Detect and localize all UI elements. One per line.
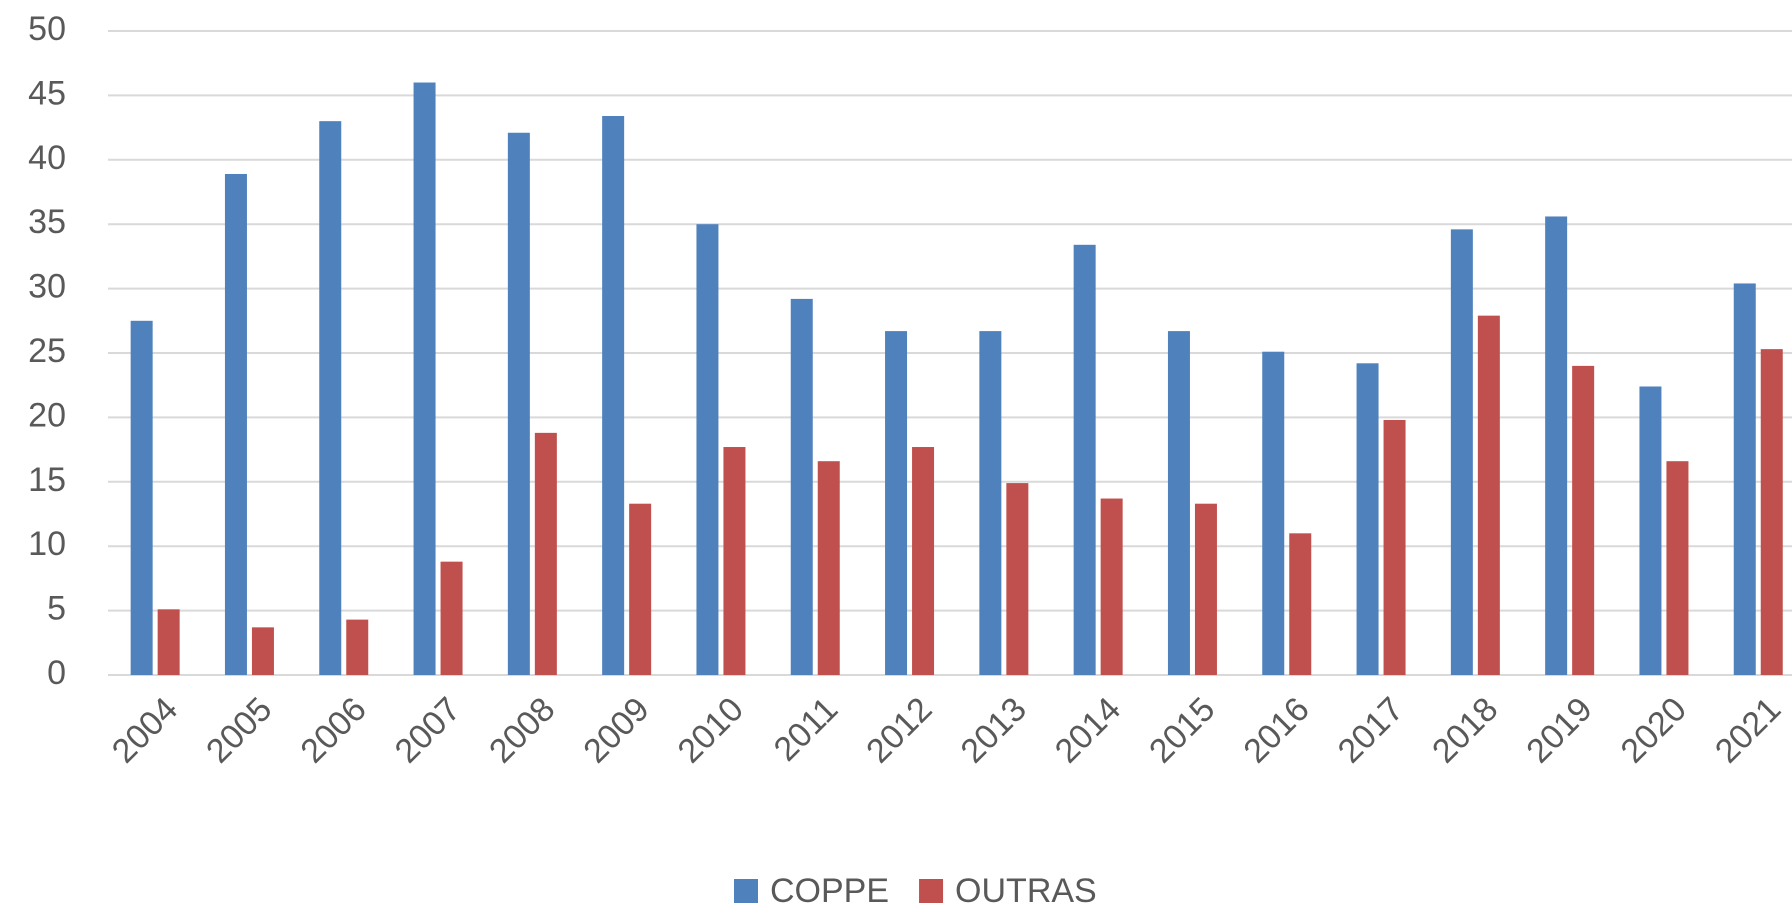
bar [1383, 419, 1406, 675]
bar [1356, 363, 1379, 675]
bar [912, 447, 935, 675]
bar [534, 432, 557, 675]
bar [1545, 216, 1568, 676]
legend-swatch [734, 879, 758, 903]
bar [602, 116, 625, 676]
x-tick-label: 2012 [859, 690, 939, 770]
bar [1167, 331, 1190, 675]
x-tick-label: 2017 [1331, 690, 1411, 770]
bar [157, 609, 180, 675]
y-tick-label: 35 [28, 203, 66, 241]
bar [1289, 533, 1312, 675]
x-tick-label: 2011 [767, 690, 846, 769]
y-tick-label: 15 [28, 461, 66, 499]
x-tick-label: 2010 [671, 690, 751, 770]
bar [1194, 503, 1217, 675]
bar [1477, 315, 1500, 675]
y-tick-label: 5 [47, 590, 66, 628]
x-tick-label: 2019 [1519, 690, 1599, 770]
bar [696, 224, 719, 675]
bar [817, 461, 840, 675]
bar [629, 503, 652, 675]
bar [224, 173, 247, 675]
y-tick-label: 25 [28, 332, 66, 370]
bar [1760, 349, 1783, 675]
bar [885, 331, 908, 675]
x-tick-label: 2021 [1708, 690, 1788, 770]
y-tick-label: 20 [28, 396, 66, 434]
x-tick-label: 2013 [954, 690, 1034, 770]
x-tick-label: 2004 [105, 690, 185, 770]
x-tick-label: 2014 [1048, 690, 1128, 770]
bar [1073, 244, 1096, 676]
bar [413, 82, 436, 675]
bar [1666, 461, 1689, 675]
x-tick-label: 2008 [482, 690, 562, 770]
x-tick-label: 2009 [576, 690, 656, 770]
y-tick-label: 10 [28, 525, 66, 563]
bar [1450, 229, 1473, 676]
bar [1100, 498, 1123, 675]
bar [1572, 365, 1595, 675]
y-tick-label: 30 [28, 268, 66, 306]
y-tick-label: 45 [28, 74, 66, 112]
x-tick-label: 2015 [1142, 690, 1222, 770]
bar [979, 331, 1002, 675]
bar [319, 121, 342, 675]
bar [251, 627, 274, 675]
bar [507, 132, 530, 675]
x-tick-label: 2006 [293, 690, 373, 770]
y-tick-label: 50 [28, 10, 66, 48]
x-tick-label: 2018 [1425, 690, 1505, 770]
bar [790, 298, 813, 675]
bar [346, 619, 369, 675]
y-tick-label: 40 [28, 139, 66, 177]
bar [1639, 386, 1662, 675]
x-tick-label: 2005 [199, 690, 279, 770]
x-tick-label: 2007 [388, 690, 468, 770]
legend-swatch [919, 879, 944, 903]
bar [130, 320, 153, 675]
bar [723, 447, 746, 675]
bar [1006, 483, 1029, 675]
x-tick-label: 2020 [1614, 690, 1694, 770]
bar [440, 561, 463, 675]
legend-label: COPPE [770, 872, 889, 910]
y-tick-label: 0 [47, 654, 66, 692]
x-tick-label: 2016 [1236, 690, 1316, 770]
bar [1733, 283, 1756, 675]
legend-label: OUTRAS [955, 872, 1097, 910]
bar [1262, 351, 1285, 675]
